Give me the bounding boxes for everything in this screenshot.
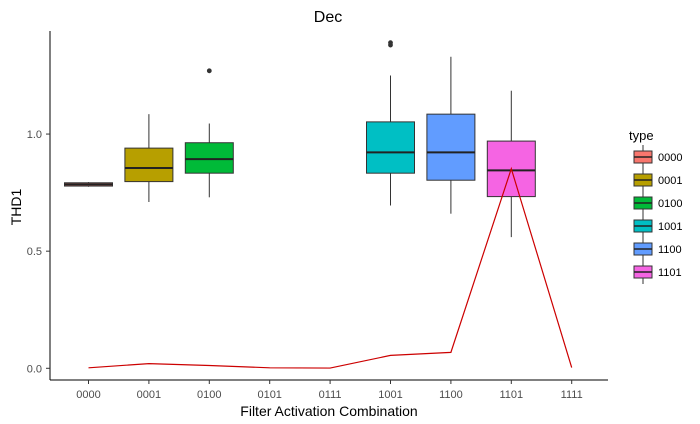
x-tick-label: 0111: [319, 389, 342, 401]
y-tick-label: 0.5: [27, 246, 42, 258]
box-0000: [64, 182, 113, 187]
x-tick-label: 0101: [257, 389, 281, 401]
legend-label: 1101: [658, 267, 682, 279]
x-tick-label: 1001: [378, 389, 402, 401]
legend-label: 1100: [658, 244, 682, 256]
box-body: [184, 142, 234, 174]
outlier-point: [388, 40, 393, 46]
legend-entry-0000: 0000: [633, 145, 682, 169]
box-1101: [486, 90, 536, 238]
box-0001: [124, 114, 174, 202]
legend-entry-1100: 1100: [633, 237, 682, 261]
legend-entry-1001: 1001: [633, 214, 682, 238]
legend-label: 1001: [658, 221, 682, 233]
legend: type 0000 0001 0100 1001 1100 1101: [629, 128, 682, 284]
legend-entry-0001: 0001: [633, 168, 682, 192]
y-tick-label: 0.0: [27, 363, 42, 375]
legend-entry-0100: 0100: [633, 191, 682, 215]
legend-title: type: [629, 128, 654, 143]
x-tick-label: 0001: [137, 389, 161, 401]
x-ticks: 0000 0001 0100 0101 0111 1001 1100 1101 1111: [76, 380, 583, 401]
box-body: [426, 113, 476, 181]
box-1100: [426, 56, 476, 214]
box-1001: [366, 40, 415, 206]
x-axis-title: Filter Activation Combination: [240, 403, 417, 419]
box-0100: [184, 68, 234, 198]
x-tick-label: 0100: [197, 389, 221, 401]
box-body: [124, 147, 174, 183]
legend-label: 0001: [658, 175, 682, 187]
x-tick-label: 1100: [439, 389, 463, 401]
legend-label: 0000: [658, 152, 682, 164]
legend-label: 0100: [658, 198, 682, 210]
red-line-series: [88, 166, 573, 369]
x-tick-label: 1101: [499, 389, 523, 401]
chart-title: Dec: [314, 9, 342, 26]
x-tick-label: 0000: [76, 389, 100, 401]
x-tick-label: 1111: [561, 389, 583, 401]
line-layer: [88, 166, 573, 369]
y-axis-title: THD1: [8, 189, 24, 226]
y-tick-label: 1.0: [27, 129, 42, 141]
legend-entry-1101: 1101: [633, 260, 682, 284]
outlier-point: [206, 68, 212, 74]
y-ticks: 0.0 0.5 1.0: [27, 129, 50, 375]
boxes-layer: [64, 40, 536, 238]
box-body: [366, 121, 415, 174]
